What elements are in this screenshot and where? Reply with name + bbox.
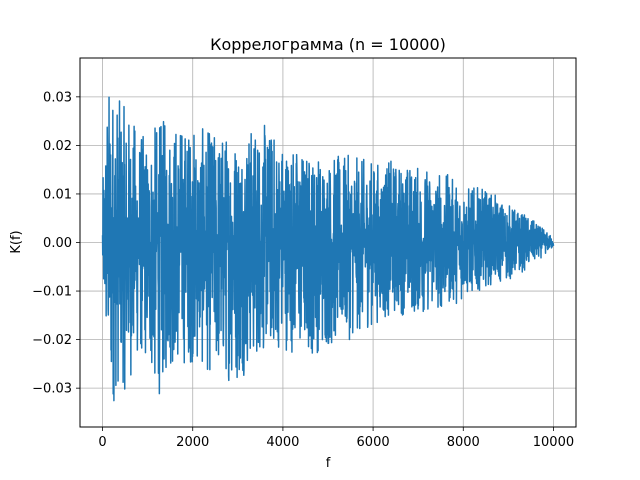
x-tick-label: 10000 xyxy=(533,435,574,450)
y-axis-label: K(f) xyxy=(9,230,24,253)
y-tick-label: −0.03 xyxy=(32,382,72,397)
y-tick-label: 0.02 xyxy=(43,139,72,154)
y-tick-label: 0.01 xyxy=(43,187,72,202)
chart-title: Коррелограмма (n = 10000) xyxy=(210,35,446,54)
x-tick-label: 2000 xyxy=(176,435,209,450)
x-tick-label: 0 xyxy=(98,435,106,450)
y-axis-ticks: −0.03 −0.02 −0.01 0.00 0.01 0.02 0.03 xyxy=(32,90,80,397)
x-axis-label: f xyxy=(326,456,331,471)
x-tick-label: 8000 xyxy=(447,435,480,450)
correlogram-line xyxy=(101,96,555,402)
x-tick-label: 6000 xyxy=(357,435,390,450)
y-tick-label: 0.03 xyxy=(43,90,72,105)
x-axis-ticks: 0 2000 4000 6000 8000 10000 xyxy=(98,427,574,450)
y-tick-label: −0.02 xyxy=(32,333,72,348)
x-tick-label: 4000 xyxy=(266,435,299,450)
y-tick-label: −0.01 xyxy=(32,285,72,300)
series-correlogram xyxy=(101,96,555,402)
y-tick-label: 0.00 xyxy=(43,236,72,251)
